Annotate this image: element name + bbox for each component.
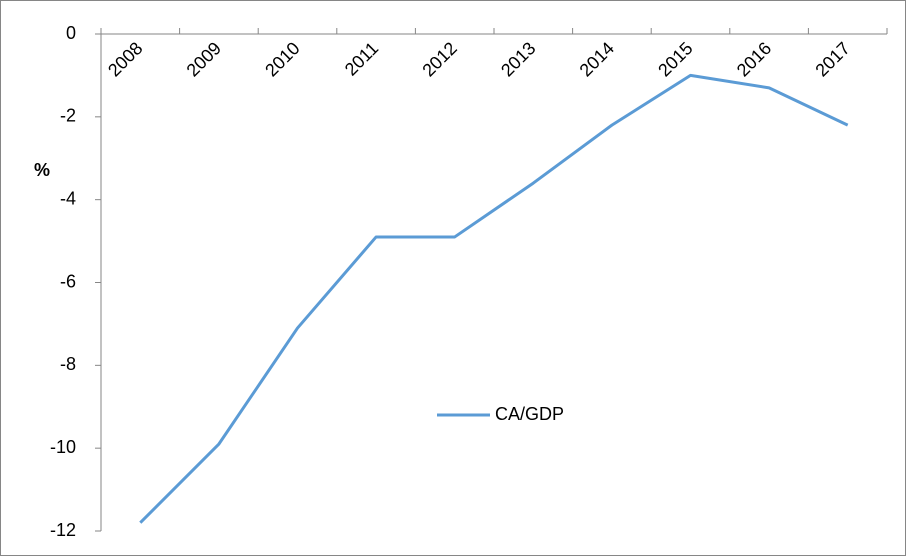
y-tick-label: -6 <box>60 271 76 291</box>
y-tick-label: -2 <box>60 106 76 126</box>
y-tick-label: -12 <box>50 520 76 540</box>
y-axis-label: % <box>34 160 50 180</box>
y-tick-label: -4 <box>60 188 76 208</box>
series-line <box>139 73 849 524</box>
y-tick-label: -10 <box>50 437 76 457</box>
y-tick-label: -8 <box>60 354 76 374</box>
legend-label: CA/GDP <box>495 404 564 424</box>
y-tick-label: 0 <box>66 23 76 43</box>
